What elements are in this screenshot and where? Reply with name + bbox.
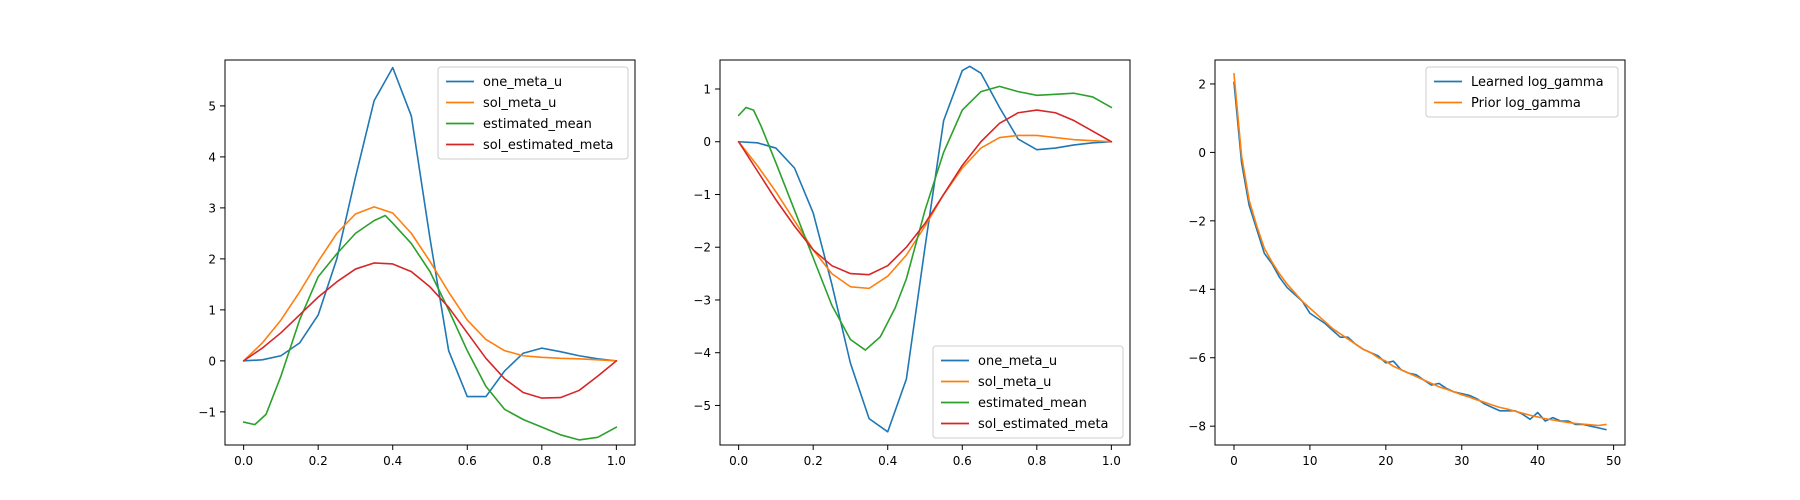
y-tick-label: 1 — [703, 83, 711, 97]
axes-frame — [224, 59, 636, 446]
legend: Learned log_gamma Prior log_gamma — [1425, 66, 1619, 118]
chart-panel-3: 0 10 20 30 40 50 −8 −6 −4 −2 0 2 Learned log_gamma Pr… — [1188, 59, 1626, 468]
y-tick-label: −1 — [693, 188, 711, 202]
y-tick-label: 4 — [208, 150, 216, 164]
x-tick-label: 0.4 — [383, 454, 402, 468]
chart-panel-2: 0.0 0.2 0.4 0.6 0.8 1.0 −5 −4 −3 −2 −1 0 1 one_meta_u… — [693, 59, 1131, 468]
y-tick-label: −5 — [693, 399, 711, 413]
legend-label: one_meta_u — [483, 75, 562, 90]
y-tick-label: −6 — [1188, 351, 1206, 365]
y-tick-label: 2 — [1198, 77, 1206, 91]
legend-label: sol_meta_u — [978, 375, 1051, 390]
legend-box — [932, 345, 1124, 439]
y-tick-label: 0 — [1198, 146, 1206, 160]
legend: one_meta_u sol_meta_u estimated_mean sol_es… — [932, 345, 1124, 439]
axes-frame — [719, 59, 1131, 446]
legend-label: estimated_mean — [483, 117, 592, 132]
y-tick-label: 0 — [208, 354, 216, 368]
y-tick-label: −2 — [1188, 214, 1206, 228]
x-tick-label: 0 — [1230, 454, 1238, 468]
y-tick-label: 5 — [208, 99, 216, 113]
y-tick-label: 1 — [208, 303, 216, 317]
legend-box — [1425, 66, 1619, 118]
x-tick-label: 50 — [1606, 454, 1621, 468]
legend-label: sol_estimated_meta — [483, 138, 614, 153]
y-tick-label: 2 — [208, 252, 216, 266]
series-line-Prior log_gamma — [1233, 72, 1607, 427]
y-tick-label: −2 — [693, 241, 711, 255]
x-tick-label: 1.0 — [607, 454, 626, 468]
x-tick-label: 20 — [1378, 454, 1393, 468]
y-tick-label: 3 — [208, 201, 216, 215]
chart-panel-1: 0.0 0.2 0.4 0.6 0.8 1.0 −1 0 1 2 3 4 5 one_meta_u sol_… — [198, 59, 636, 468]
x-tick-label: 0.6 — [953, 454, 972, 468]
legend-label: Learned log_gamma — [1471, 75, 1604, 90]
y-tick-label: −8 — [1188, 420, 1206, 434]
y-tick-label: −1 — [198, 405, 216, 419]
x-tick-label: 0.8 — [532, 454, 551, 468]
x-tick-label: 10 — [1302, 454, 1317, 468]
y-tick-label: −4 — [693, 346, 711, 360]
x-tick-label: 0.0 — [234, 454, 253, 468]
series-line-one_meta_u — [242, 66, 618, 398]
legend-label: one_meta_u — [978, 354, 1057, 369]
series-line-sol_estimated_meta — [242, 262, 618, 399]
series-group — [242, 66, 618, 441]
legend-label: estimated_mean — [978, 396, 1087, 411]
x-tick-label: 0.2 — [804, 454, 823, 468]
axes-frame — [1214, 59, 1626, 446]
x-tick-label: 0.6 — [458, 454, 477, 468]
series-line-estimated_mean — [242, 214, 618, 441]
series-group — [1233, 72, 1607, 431]
legend-label: sol_meta_u — [483, 96, 556, 111]
y-tick-label: −4 — [1188, 283, 1206, 297]
legend-box — [437, 66, 629, 160]
y-tick-label: 0 — [703, 135, 711, 149]
x-tick-label: 40 — [1530, 454, 1545, 468]
x-tick-label: 0.0 — [729, 454, 748, 468]
x-tick-label: 0.4 — [878, 454, 897, 468]
series-line-sol_estimated_meta — [737, 109, 1113, 276]
series-line-sol_meta_u — [242, 206, 618, 362]
legend: one_meta_u sol_meta_u estimated_mean sol_es… — [437, 66, 629, 160]
x-tick-label: 0.2 — [309, 454, 328, 468]
series-line-sol_meta_u — [737, 134, 1113, 290]
x-tick-label: 1.0 — [1102, 454, 1121, 468]
series-group — [737, 65, 1113, 433]
series-line-one_meta_u — [737, 65, 1113, 433]
x-tick-label: 30 — [1454, 454, 1469, 468]
legend-label: Prior log_gamma — [1471, 96, 1581, 111]
x-tick-label: 0.8 — [1027, 454, 1046, 468]
legend-label: sol_estimated_meta — [978, 417, 1109, 432]
series-line-estimated_mean — [737, 85, 1113, 351]
y-tick-label: −3 — [693, 293, 711, 307]
